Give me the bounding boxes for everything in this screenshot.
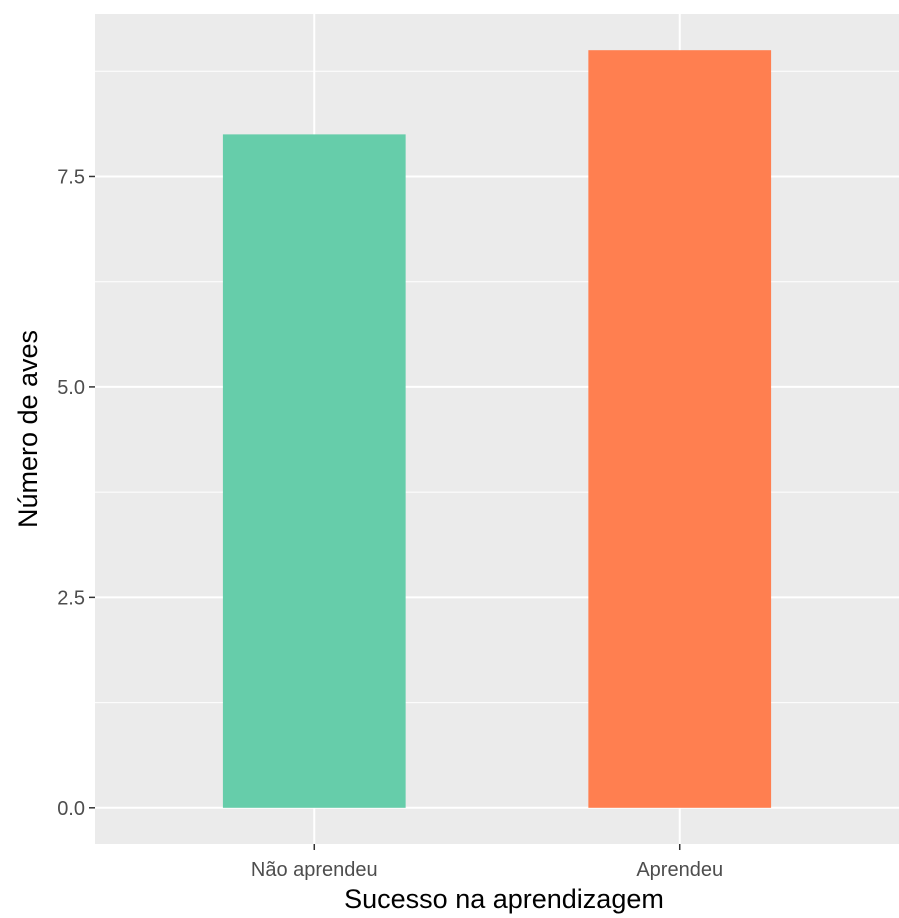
- y-axis-title: Número de aves: [13, 330, 43, 528]
- bars: [222, 50, 772, 808]
- y-tick-label: 2.5: [57, 587, 85, 609]
- y-axis-ticks: 0.0 2.5 5.0 7.5: [57, 166, 95, 820]
- x-axis-ticks: Não aprendeu Aprendeu: [251, 844, 723, 881]
- y-tick-label: 7.5: [57, 166, 85, 188]
- bar: [588, 50, 772, 808]
- bar: [222, 134, 406, 808]
- y-tick-label: 0.0: [57, 798, 85, 820]
- plot-panel: [95, 14, 899, 844]
- x-tick-label: Não aprendeu: [251, 859, 378, 881]
- x-axis-title: Sucesso na aprendizagem: [344, 884, 664, 914]
- y-tick-label: 5.0: [57, 377, 85, 399]
- x-tick-label: Aprendeu: [636, 859, 723, 881]
